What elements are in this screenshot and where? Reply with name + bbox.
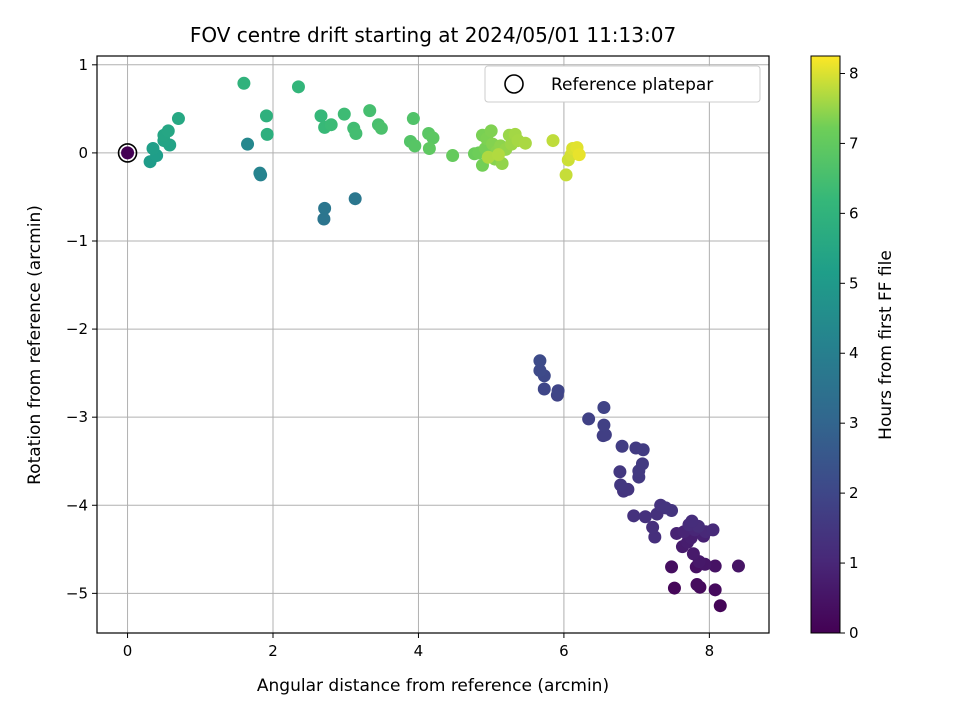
- data-point: [665, 504, 679, 518]
- data-point: [241, 137, 255, 151]
- legend-open-circle-icon: [504, 74, 524, 94]
- data-point: [685, 514, 699, 528]
- x-axis-ticks: 0 2 4 6 8: [123, 633, 714, 660]
- data-point: [559, 168, 573, 182]
- data-point: [635, 457, 649, 471]
- data-point: [324, 118, 338, 132]
- data-point: [237, 76, 251, 90]
- reference-data-point: [121, 146, 135, 160]
- data-point: [422, 141, 436, 155]
- colorbar-gradient: [810, 55, 841, 634]
- legend-box: [484, 65, 761, 103]
- data-point: [491, 148, 505, 162]
- data-point: [572, 148, 586, 162]
- data-point: [291, 80, 305, 94]
- data-point: [426, 131, 440, 145]
- data-point: [146, 141, 160, 155]
- y-axis-ticks: 1 0 −1 −2 −3 −4 −5: [66, 56, 97, 602]
- y-axis-label: Rotation from reference (arcmin): [25, 205, 45, 485]
- data-point: [259, 109, 273, 123]
- data-point: [317, 212, 331, 226]
- reference-platepar-marker: [117, 143, 138, 163]
- colorbar-tick-label: 3: [849, 414, 859, 432]
- data-point: [686, 547, 700, 561]
- y-tick-label: −2: [66, 320, 88, 338]
- data-point: [636, 443, 650, 457]
- data-point: [446, 149, 460, 163]
- x-tick-label: 8: [705, 642, 715, 660]
- colorbar-tick-label: 1: [849, 554, 859, 572]
- y-tick-label: 0: [78, 144, 88, 162]
- y-tick-label: −4: [66, 496, 88, 514]
- grid-lines: [97, 56, 769, 633]
- data-point: [260, 127, 274, 141]
- chart-title: FOV centre drift starting at 2024/05/01 …: [190, 23, 676, 47]
- legend: Reference platepar: [484, 65, 761, 103]
- data-point: [613, 465, 627, 479]
- colorbar-ticks: 0 1 2 3 4 5 6 7 8: [840, 64, 859, 642]
- data-point: [337, 107, 351, 121]
- data-point: [408, 139, 422, 153]
- data-point: [615, 439, 629, 453]
- x-axis-label: Angular distance from reference (arcmin): [257, 676, 609, 696]
- colorbar-tick-label: 7: [849, 134, 859, 152]
- data-point: [533, 363, 547, 377]
- y-tick-label: −3: [66, 408, 88, 426]
- data-point: [648, 530, 662, 544]
- data-points: [121, 76, 745, 613]
- data-point: [708, 583, 722, 597]
- colorbar-tick-label: 2: [849, 484, 859, 502]
- data-point: [363, 104, 377, 118]
- data-point: [627, 509, 641, 523]
- data-point: [614, 478, 628, 492]
- data-point: [582, 412, 596, 426]
- data-point: [646, 520, 660, 534]
- data-point: [597, 418, 611, 432]
- x-tick-label: 0: [123, 642, 133, 660]
- data-point: [598, 428, 612, 442]
- data-point: [349, 127, 363, 141]
- colorbar-label: Hours from first FF file: [876, 250, 896, 440]
- data-point: [731, 559, 745, 573]
- data-point: [406, 112, 420, 126]
- x-tick-label: 6: [559, 642, 569, 660]
- data-point: [533, 354, 547, 368]
- data-point: [638, 510, 652, 524]
- data-point: [518, 136, 532, 150]
- data-point: [537, 382, 551, 396]
- data-point: [665, 560, 679, 574]
- colorbar-tick-label: 0: [849, 624, 859, 642]
- data-point: [713, 599, 727, 613]
- colorbar: 0 1 2 3 4 5 6 7 8 Hours from first FF file: [810, 55, 896, 642]
- data-point: [161, 124, 175, 138]
- data-point: [708, 559, 722, 573]
- colorbar-tick-label: 5: [849, 274, 859, 292]
- colorbar-tick-label: 8: [849, 64, 859, 82]
- data-point: [597, 400, 611, 414]
- data-point: [314, 109, 328, 123]
- data-point: [690, 578, 704, 592]
- x-tick-label: 4: [414, 642, 424, 660]
- data-point: [253, 166, 267, 180]
- data-point: [481, 150, 495, 164]
- legend-label: Reference platepar: [551, 75, 713, 95]
- data-point: [348, 192, 362, 206]
- plot-frame: [96, 55, 770, 634]
- data-point: [706, 523, 720, 537]
- data-point: [318, 201, 332, 215]
- colorbar-tick-label: 6: [849, 204, 859, 222]
- x-tick-label: 2: [268, 642, 278, 660]
- data-point: [546, 134, 560, 148]
- data-point: [667, 581, 681, 595]
- data-point: [551, 384, 565, 398]
- y-tick-label: −1: [66, 232, 88, 250]
- data-point: [171, 112, 185, 126]
- data-point: [374, 121, 388, 135]
- y-tick-label: 1: [78, 56, 88, 74]
- y-tick-label: −5: [66, 584, 88, 602]
- colorbar-tick-label: 4: [849, 344, 859, 362]
- data-point: [484, 124, 498, 138]
